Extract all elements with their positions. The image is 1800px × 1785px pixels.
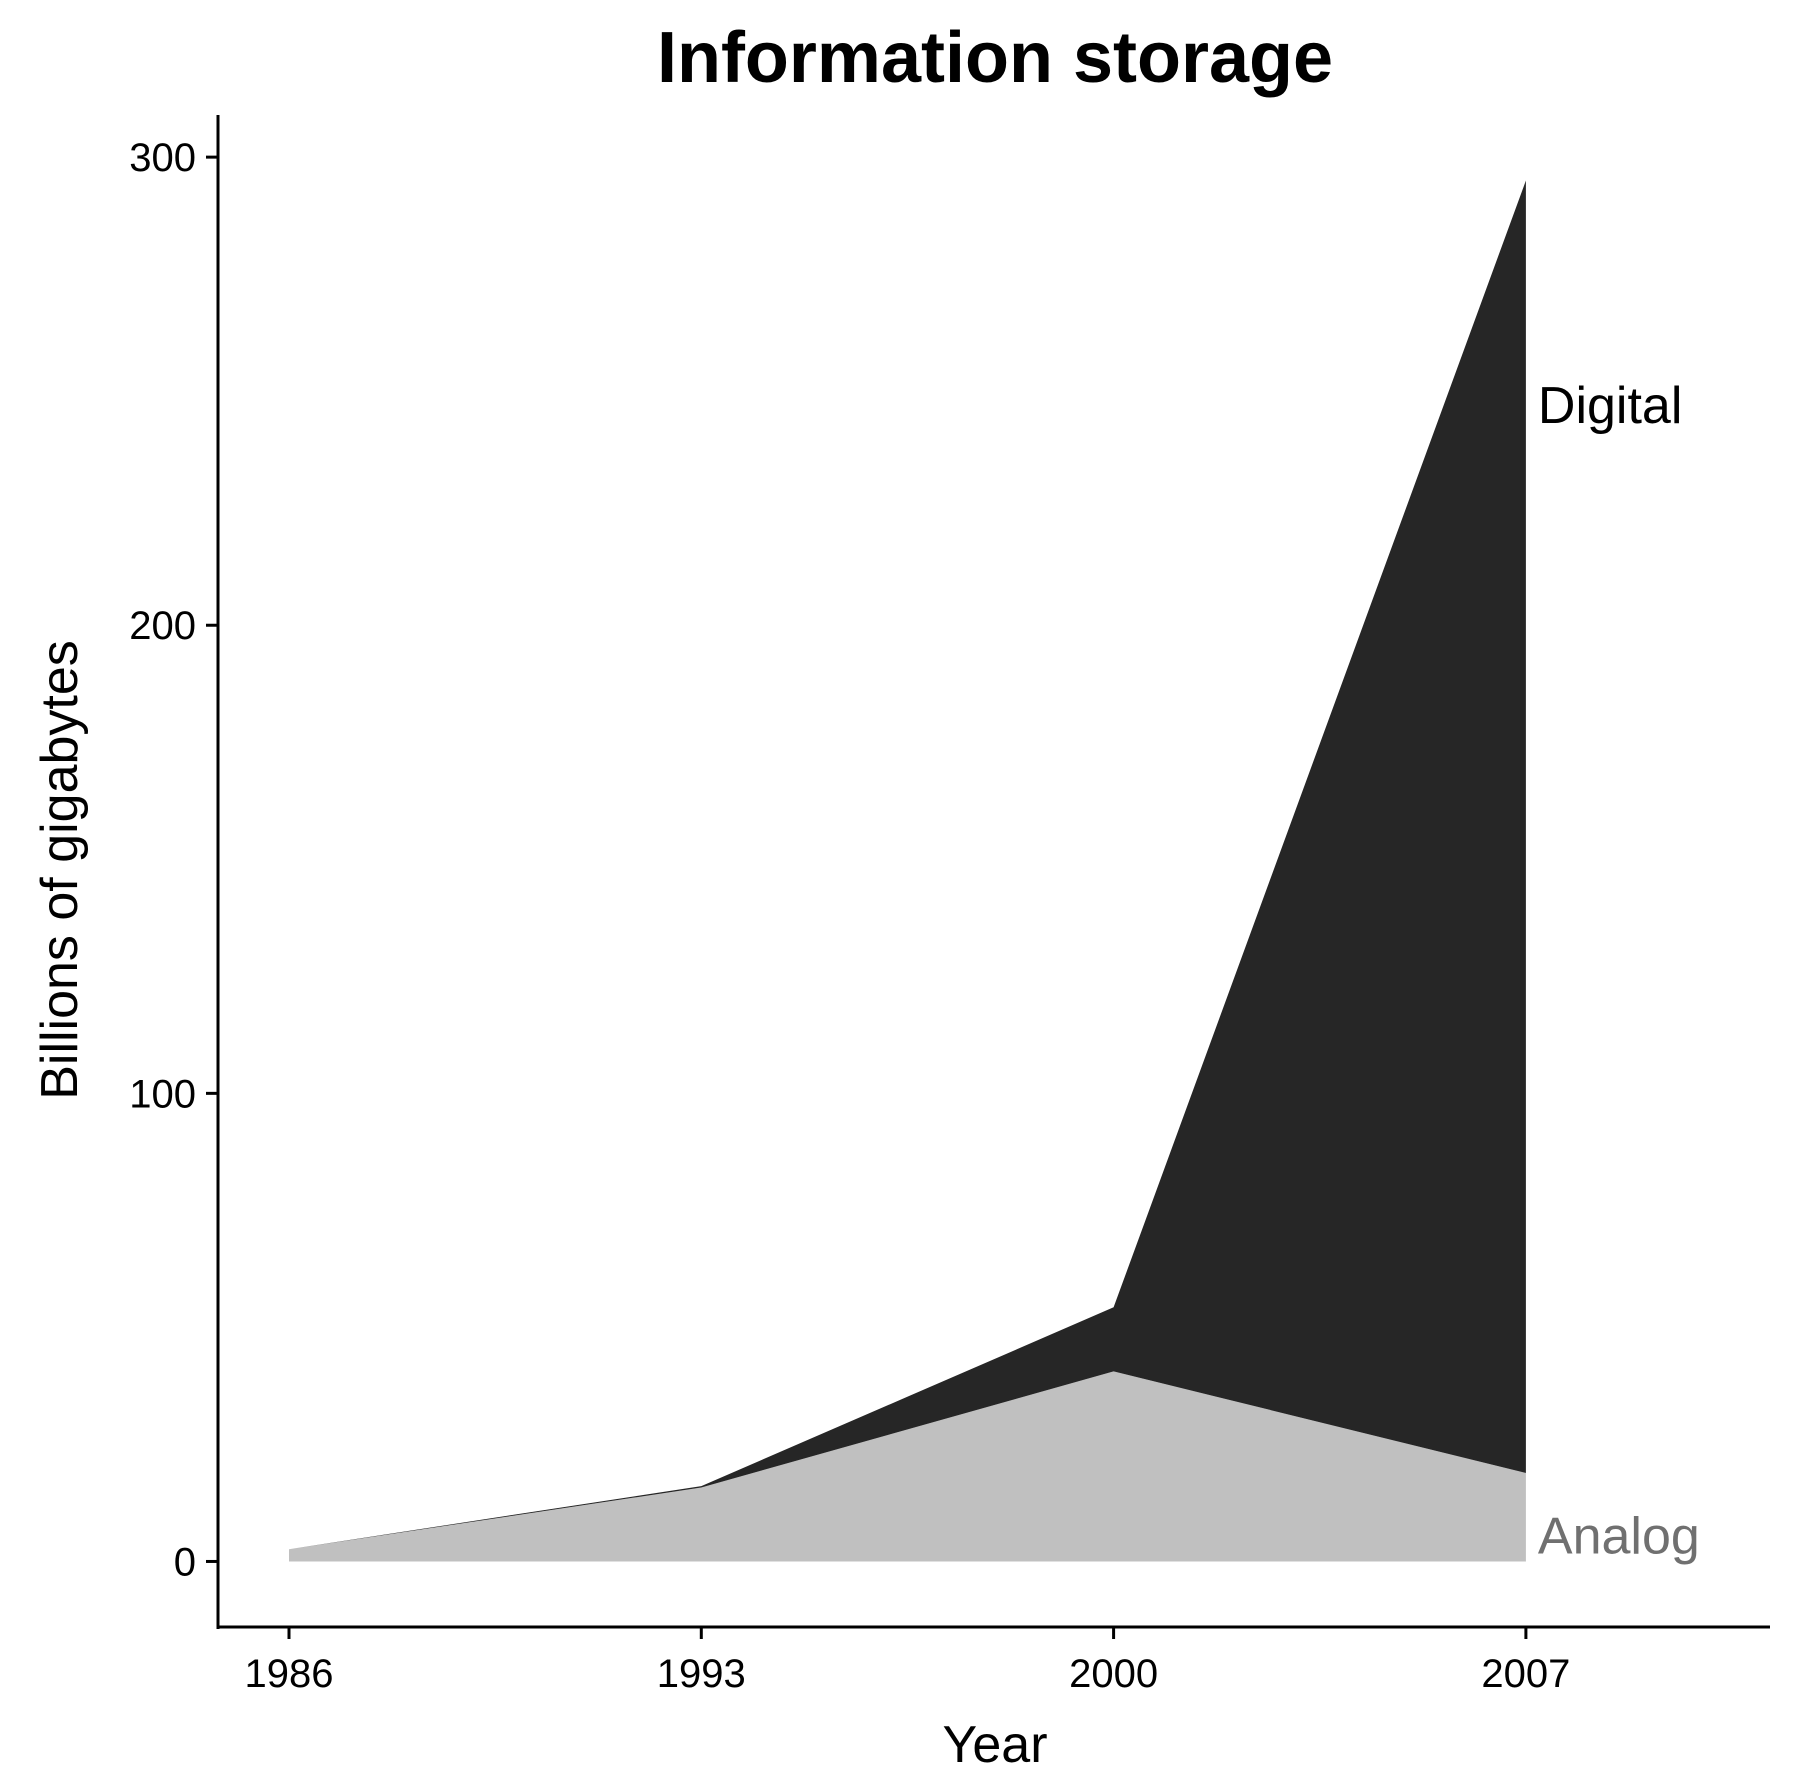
y-axis-title: Billions of gigabytes (31, 640, 89, 1100)
axes: 0 100 200 300 1986 1993 2000 2007 (129, 115, 1770, 1696)
x-tick-label: 2007 (1481, 1652, 1570, 1696)
y-tick-label: 200 (129, 604, 196, 648)
x-tick-label: 1986 (245, 1652, 334, 1696)
y-tick-label: 300 (129, 136, 196, 180)
x-tick-label: 2000 (1069, 1652, 1158, 1696)
series-label-digital: Digital (1538, 377, 1683, 435)
chart-title: Information storage (657, 18, 1333, 98)
area-digital (289, 180, 1526, 1550)
area-analog (289, 1371, 1526, 1562)
area-layers (289, 180, 1526, 1562)
x-axis-title: Year (942, 1716, 1047, 1774)
series-labels: Analog Digital (1538, 377, 1700, 1565)
series-label-analog: Analog (1538, 1508, 1700, 1566)
y-tick-label: 100 (129, 1072, 196, 1116)
x-tick-label: 1993 (657, 1652, 746, 1696)
y-tick-label: 0 (174, 1540, 196, 1584)
